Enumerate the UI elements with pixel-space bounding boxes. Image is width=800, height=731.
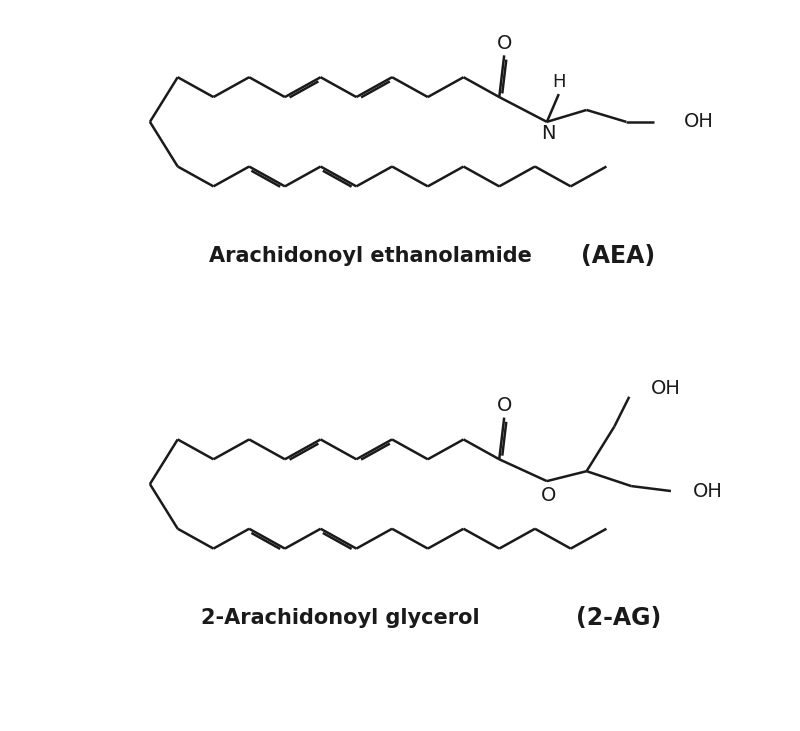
Text: 2-Arachidonoyl glycerol: 2-Arachidonoyl glycerol bbox=[201, 608, 480, 628]
Text: OH: OH bbox=[693, 482, 722, 501]
Text: OH: OH bbox=[684, 113, 714, 132]
Text: (2-AG): (2-AG) bbox=[576, 606, 661, 630]
Text: O: O bbox=[497, 34, 512, 53]
Text: O: O bbox=[541, 485, 557, 504]
Text: OH: OH bbox=[651, 379, 681, 398]
Text: O: O bbox=[497, 396, 512, 415]
Text: (AEA): (AEA) bbox=[582, 244, 655, 268]
Text: Arachidonoyl ethanolamide: Arachidonoyl ethanolamide bbox=[209, 246, 532, 266]
Text: N: N bbox=[542, 124, 556, 143]
Text: H: H bbox=[552, 73, 566, 91]
